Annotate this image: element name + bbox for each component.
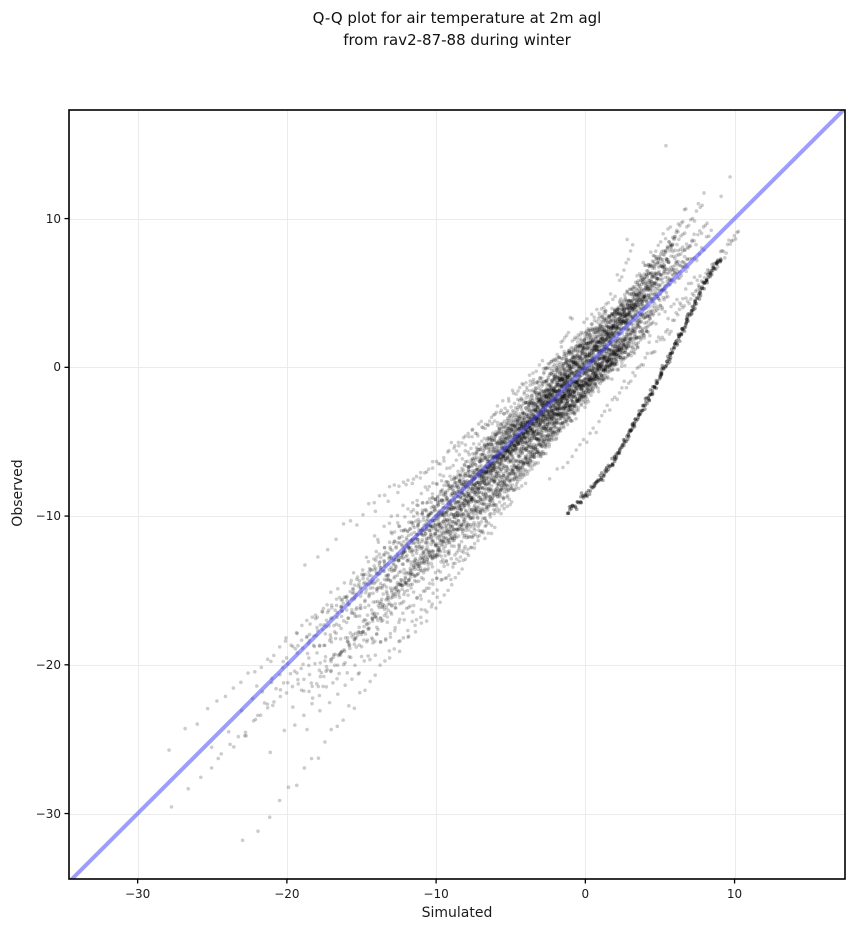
chart-title: Q-Q plot for air temperature at 2m agl f… — [69, 7, 845, 51]
y-tick-label: −10 — [35, 509, 61, 524]
x-axis-label: Simulated — [421, 905, 493, 921]
x-tick-label: −30 — [124, 887, 151, 901]
y-axis-label: Observed — [10, 459, 26, 527]
x-tick-label: 0 — [581, 887, 590, 901]
y-tick-label: 10 — [45, 211, 61, 226]
chart-title-line-1: Q-Q plot for air temperature at 2m agl — [312, 9, 602, 27]
y-tick-label: −30 — [35, 806, 61, 821]
y-tick-label: 0 — [53, 360, 61, 375]
x-tick-label: −20 — [274, 887, 300, 901]
chart-title-line-2: from rav2-87-88 during winter — [343, 31, 571, 49]
x-tick-label: −10 — [423, 887, 449, 901]
y-tick-label: −20 — [35, 657, 61, 672]
x-tick-label: 10 — [726, 887, 743, 901]
